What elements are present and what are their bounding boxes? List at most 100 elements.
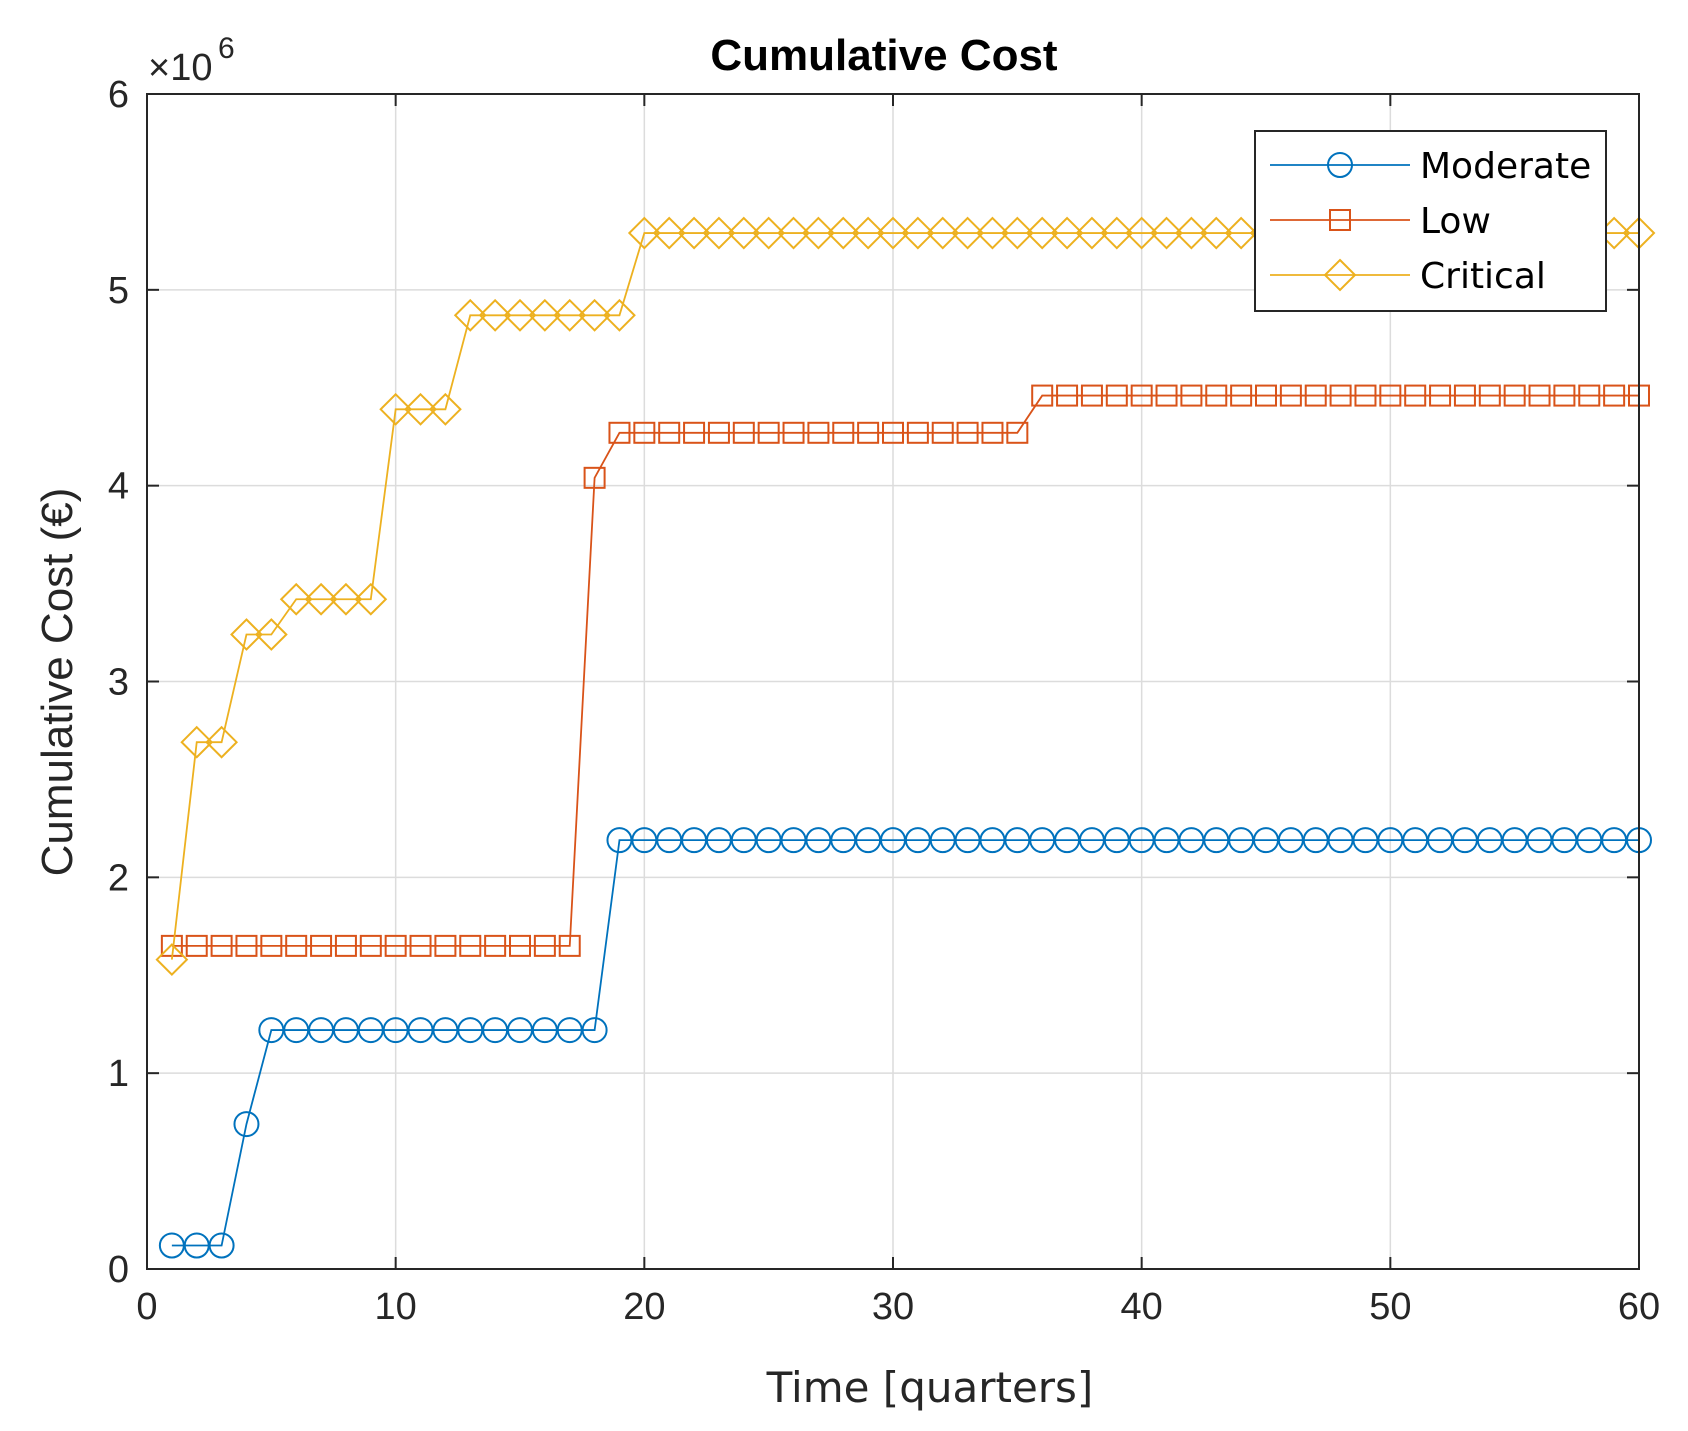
data-point-critical [801, 216, 835, 250]
legend-item-critical: Critical [1270, 256, 1546, 297]
data-point-low [707, 421, 730, 444]
x-tick-label: 0 [136, 1286, 157, 1328]
legend-item-low: Low [1270, 201, 1491, 242]
series-layer [155, 216, 1656, 1259]
data-point-critical [528, 298, 562, 332]
y-axis-exponent: ×10 6 [148, 32, 235, 89]
data-point-critical [428, 392, 462, 426]
data-point-critical [627, 216, 661, 250]
data-point-low [882, 421, 904, 444]
data-point-critical [478, 298, 512, 332]
data-point-low [484, 934, 507, 957]
data-point-critical [578, 298, 612, 332]
data-point-low [857, 421, 880, 444]
data-point-critical [851, 216, 885, 250]
data-point-low [807, 421, 830, 444]
legend-label: Low [1420, 201, 1491, 242]
data-point-low [1056, 384, 1079, 407]
x-tick-label: 20 [623, 1286, 665, 1328]
data-point-low [1205, 384, 1228, 407]
data-point-critical [1075, 216, 1109, 250]
series-moderate [158, 827, 1652, 1259]
legend-marker [1327, 152, 1353, 178]
legend: Moderate Low Critical [1254, 130, 1607, 312]
data-point-low [1080, 384, 1103, 407]
data-point-low [782, 421, 805, 444]
legend-label: Critical [1420, 256, 1546, 297]
y-axis-label: Cumulative Cost (€) [33, 488, 82, 877]
data-point-critical [404, 392, 437, 426]
data-point-low [459, 934, 482, 957]
data-point-critical [279, 582, 313, 616]
data-point-critical [727, 216, 761, 250]
data-point-critical [1100, 216, 1134, 250]
data-point-critical [1199, 216, 1233, 250]
legend-box [1254, 130, 1607, 312]
data-point-critical [379, 392, 413, 426]
series-low [160, 384, 1650, 957]
data-point-low [260, 934, 283, 957]
data-point-critical [926, 216, 960, 250]
data-point-low [1578, 384, 1601, 407]
data-point-moderate [581, 1017, 608, 1044]
data-point-low [931, 421, 954, 444]
data-point-low [1031, 384, 1054, 407]
data-point-low [384, 934, 407, 957]
data-point-critical [1050, 216, 1084, 250]
y-tick-label: 3 [108, 662, 129, 704]
data-point-low [1429, 384, 1452, 407]
y-tick-label: 2 [108, 857, 129, 899]
data-point-low [1279, 384, 1302, 407]
data-point-critical [304, 582, 338, 616]
data-point-low [608, 421, 631, 444]
data-point-low [981, 421, 1004, 444]
exponent-base: ×10 [148, 47, 212, 89]
data-point-low [633, 421, 656, 444]
data-point-low [1230, 384, 1253, 407]
legend-marker [1329, 209, 1351, 231]
data-point-critical [1125, 216, 1159, 250]
x-tick-label: 10 [375, 1286, 417, 1328]
data-point-moderate [233, 1111, 260, 1138]
data-point-critical [230, 618, 263, 651]
data-point-low [583, 466, 606, 489]
axis-ticks: 0 10 20 30 40 50 60 0 1 2 3 4 5 6 [108, 74, 1660, 1328]
y-tick-label: 0 [108, 1249, 129, 1291]
data-point-low [832, 421, 855, 444]
data-point-low [334, 934, 357, 957]
data-point-low [1155, 384, 1178, 407]
data-point-low [359, 934, 382, 957]
data-point-low [409, 934, 432, 957]
data-point-critical [652, 216, 686, 250]
data-point-low [434, 934, 457, 957]
data-point-low [1180, 384, 1203, 407]
data-point-low [285, 934, 308, 957]
data-point-low [1255, 384, 1277, 407]
legend-item-moderate: Moderate [1270, 146, 1591, 187]
data-point-critical [876, 216, 910, 250]
data-point-critical [205, 725, 239, 759]
data-point-critical [453, 298, 487, 332]
data-point-critical [752, 216, 786, 250]
data-point-critical [702, 216, 736, 250]
data-point-low [1404, 384, 1427, 407]
data-point-low [1130, 384, 1153, 407]
data-point-low [1304, 384, 1327, 407]
x-tick-label: 60 [1618, 1286, 1660, 1328]
data-point-low [757, 421, 780, 444]
data-point-low [310, 934, 333, 957]
y-tick-label: 6 [108, 74, 129, 116]
data-point-low [185, 934, 208, 957]
data-point-low [1603, 384, 1626, 407]
data-point-low [235, 934, 258, 957]
data-point-critical [1025, 216, 1059, 250]
data-point-critical [1000, 216, 1034, 250]
x-tick-label: 30 [872, 1286, 914, 1328]
data-point-critical [180, 725, 214, 759]
data-point-low [533, 934, 556, 957]
data-point-low [1105, 384, 1128, 407]
data-point-low [1453, 384, 1476, 407]
data-point-critical [155, 943, 189, 976]
data-point-low [1354, 384, 1377, 407]
